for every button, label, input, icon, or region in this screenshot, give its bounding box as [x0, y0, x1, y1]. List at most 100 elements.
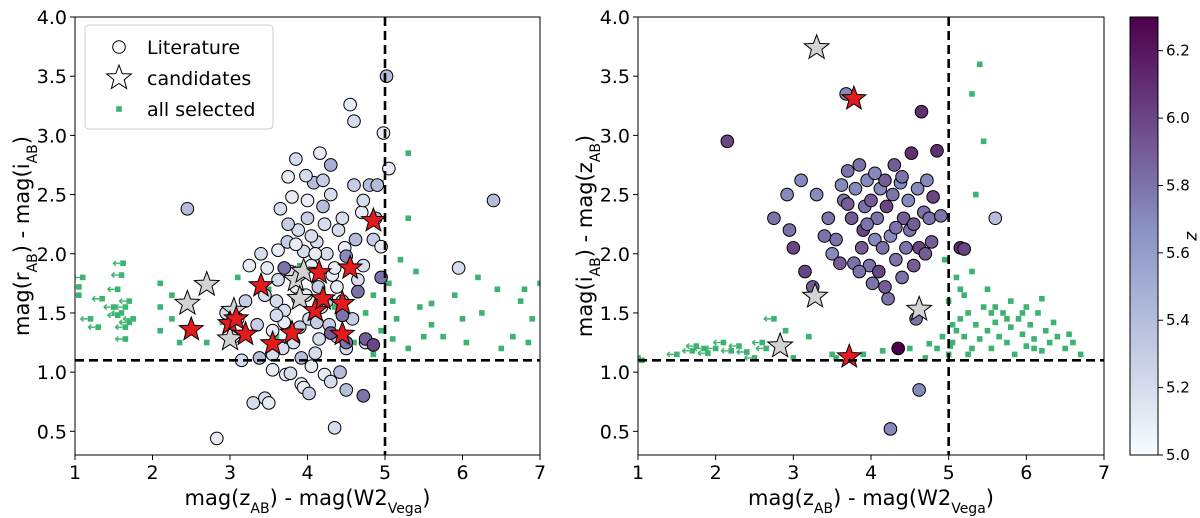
selected-point: [362, 310, 369, 316]
selected-point: [405, 345, 412, 352]
literature-point: [370, 178, 385, 192]
upper-limit-arrow: [118, 319, 127, 326]
selected-point: [122, 304, 129, 310]
candidate-star: [193, 270, 221, 297]
literature-point: [904, 146, 919, 160]
selected-point: [114, 286, 121, 293]
selected-point: [926, 340, 933, 347]
candidate-star: [336, 254, 364, 280]
selected-point: [331, 304, 338, 310]
upper-limit-arrow: [111, 309, 119, 316]
y-tick-label: 0.5: [37, 421, 67, 443]
literature-point: [922, 211, 937, 226]
selected-point: [296, 262, 303, 269]
selected-point: [169, 292, 175, 298]
selected-point: [87, 316, 94, 322]
selected-point: [806, 333, 812, 340]
literature-point: [291, 223, 306, 237]
literature-point: [376, 126, 391, 140]
selected-point: [130, 316, 136, 322]
literature-point: [891, 341, 905, 356]
candidate-star: [360, 206, 387, 232]
x-tick-label: 5: [379, 462, 391, 484]
upper-limit-arrow: [75, 274, 80, 281]
selected-point: [397, 256, 404, 263]
literature-point: [343, 97, 357, 112]
literature-point: [879, 199, 894, 214]
selected-point: [479, 310, 485, 316]
candidate-star: [309, 284, 337, 311]
x-tick-label: 1: [69, 462, 81, 484]
selected-point: [701, 345, 707, 352]
selected-point: [988, 310, 995, 316]
literature-point: [910, 181, 925, 196]
upper-limit-arrow: [122, 315, 131, 322]
selected-point: [169, 316, 175, 322]
selected-point: [860, 351, 867, 358]
candidate-star: [801, 281, 829, 309]
selected-point: [405, 150, 412, 156]
literature-point: [782, 223, 797, 237]
plot-area: [75, 69, 540, 446]
selected-point: [386, 280, 392, 287]
literature-point: [889, 252, 903, 267]
selected-point: [389, 298, 396, 304]
candidate-star: [286, 284, 314, 311]
selected-point: [922, 355, 929, 361]
literature-point: [767, 211, 781, 226]
selected-point: [771, 316, 777, 322]
literature-point: [852, 158, 867, 172]
literature-point: [316, 173, 330, 188]
literature-point: [821, 211, 836, 226]
literature-point: [313, 146, 327, 160]
upper-limit-arrow: [736, 348, 744, 356]
literature-point: [250, 317, 264, 332]
literature-point: [269, 294, 284, 308]
selected-point: [1027, 321, 1034, 328]
literature-point: [366, 338, 381, 352]
selected-point: [759, 339, 766, 346]
legend-label: candidates: [147, 68, 251, 90]
upper-limit-arrow: [681, 347, 690, 354]
selected-point: [1046, 339, 1053, 346]
literature-point: [868, 166, 882, 181]
literature-point: [794, 173, 808, 188]
upper-limit-arrow: [697, 350, 705, 357]
literature-point: [351, 284, 365, 299]
y-tick-label: 3.0: [37, 125, 67, 147]
x-tick-label: 7: [534, 462, 546, 484]
legend-label: all selected: [147, 99, 255, 121]
candidate-star: [259, 329, 286, 355]
literature-point: [273, 201, 288, 216]
selected-point: [393, 316, 400, 322]
selected-point: [957, 286, 964, 293]
x-tick-label: 6: [1020, 462, 1032, 484]
selected-point: [973, 321, 979, 328]
x-tick-label: 2: [146, 462, 158, 484]
upper-limit-arrow: [107, 286, 115, 293]
upper-limit-arrow: [112, 260, 121, 267]
candidate-star: [216, 324, 244, 351]
selected-point: [537, 280, 540, 287]
literature-point: [906, 217, 921, 231]
y-tick-label: 1.5: [600, 303, 630, 325]
selected-point: [114, 312, 121, 319]
literature-point: [875, 241, 890, 255]
selected-point: [1077, 351, 1084, 358]
candidate-star: [178, 315, 205, 341]
selected-point: [120, 260, 126, 267]
colorbar-tick-label: 5.4: [1166, 311, 1190, 329]
selected-point: [988, 345, 995, 352]
selected-point: [521, 286, 528, 293]
y-tick-label: 3.5: [600, 66, 630, 88]
selected-point: [122, 336, 129, 342]
selected-point: [980, 138, 987, 145]
literature-point: [265, 362, 280, 377]
x-axis-label: mag(zAB) - mag(W2Vega): [185, 486, 431, 517]
legend-star-marker: [105, 63, 133, 90]
literature-point: [289, 237, 303, 252]
candidate-star: [173, 289, 202, 316]
selected-point: [907, 345, 913, 352]
literature-point: [254, 246, 268, 261]
selected-point: [1039, 295, 1045, 302]
